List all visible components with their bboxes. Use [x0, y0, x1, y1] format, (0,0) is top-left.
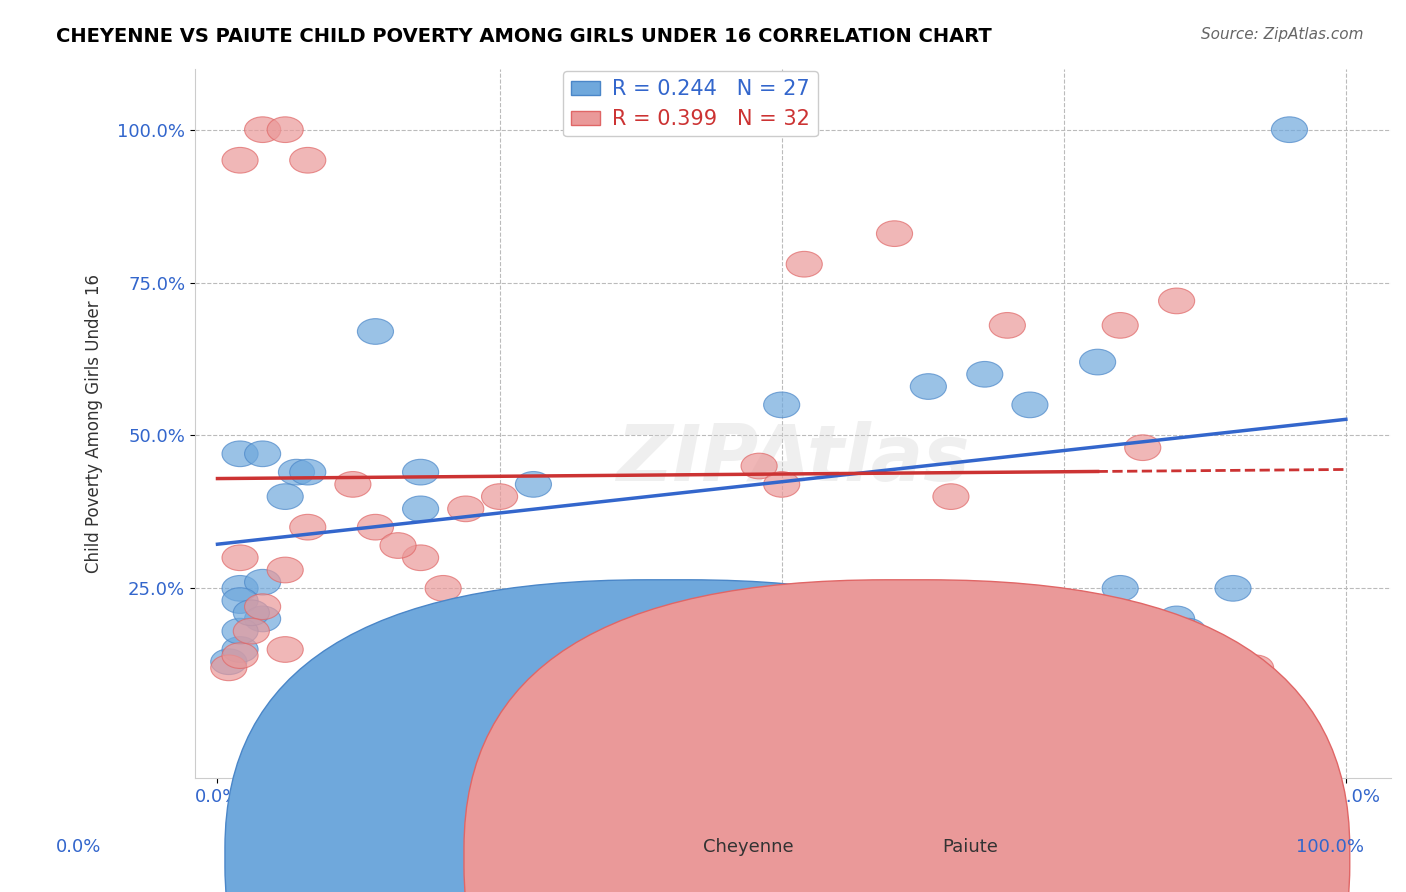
Text: 0.0%: 0.0% [56, 838, 101, 856]
Ellipse shape [335, 472, 371, 497]
Y-axis label: Child Poverty Among Girls Under 16: Child Poverty Among Girls Under 16 [86, 274, 103, 573]
Ellipse shape [932, 483, 969, 509]
Ellipse shape [245, 606, 281, 632]
Ellipse shape [1012, 392, 1047, 417]
Ellipse shape [245, 594, 281, 620]
Ellipse shape [402, 545, 439, 571]
Text: Paiute: Paiute [942, 838, 998, 856]
Ellipse shape [222, 637, 259, 663]
Ellipse shape [211, 648, 247, 674]
Ellipse shape [1215, 575, 1251, 601]
Ellipse shape [1125, 434, 1161, 460]
Ellipse shape [245, 117, 281, 143]
Ellipse shape [245, 569, 281, 595]
Ellipse shape [876, 221, 912, 246]
Ellipse shape [1237, 655, 1274, 681]
Ellipse shape [741, 453, 778, 479]
Ellipse shape [402, 459, 439, 485]
Ellipse shape [267, 117, 304, 143]
Ellipse shape [967, 361, 1002, 387]
Ellipse shape [516, 472, 551, 497]
Ellipse shape [1159, 606, 1195, 632]
Text: ZIPAtlas: ZIPAtlas [616, 421, 970, 497]
Text: Cheyenne: Cheyenne [703, 838, 793, 856]
Ellipse shape [290, 147, 326, 173]
Ellipse shape [211, 655, 247, 681]
Ellipse shape [267, 558, 304, 582]
Ellipse shape [786, 252, 823, 277]
Ellipse shape [357, 318, 394, 344]
Ellipse shape [910, 374, 946, 400]
Text: CHEYENNE VS PAIUTE CHILD POVERTY AMONG GIRLS UNDER 16 CORRELATION CHART: CHEYENNE VS PAIUTE CHILD POVERTY AMONG G… [56, 27, 993, 45]
Ellipse shape [763, 392, 800, 417]
Legend: R = 0.244   N = 27, R = 0.399   N = 32: R = 0.244 N = 27, R = 0.399 N = 32 [564, 71, 818, 136]
Ellipse shape [245, 441, 281, 467]
Ellipse shape [290, 459, 326, 485]
Ellipse shape [233, 618, 270, 644]
Ellipse shape [1102, 575, 1139, 601]
Ellipse shape [481, 483, 517, 509]
Ellipse shape [222, 545, 259, 571]
Ellipse shape [267, 483, 304, 509]
Ellipse shape [1215, 667, 1251, 693]
Text: 100.0%: 100.0% [1296, 838, 1364, 856]
Ellipse shape [312, 667, 349, 693]
Ellipse shape [222, 147, 259, 173]
Ellipse shape [1159, 288, 1195, 314]
Ellipse shape [1102, 312, 1139, 338]
Ellipse shape [357, 515, 394, 540]
Ellipse shape [447, 496, 484, 522]
Ellipse shape [267, 637, 304, 663]
Ellipse shape [233, 600, 270, 625]
Ellipse shape [1170, 618, 1206, 644]
Ellipse shape [222, 575, 259, 601]
Ellipse shape [380, 533, 416, 558]
Text: Source: ZipAtlas.com: Source: ZipAtlas.com [1201, 27, 1364, 42]
Ellipse shape [222, 588, 259, 614]
Ellipse shape [1271, 117, 1308, 143]
Ellipse shape [990, 312, 1025, 338]
Ellipse shape [278, 459, 315, 485]
Ellipse shape [763, 472, 800, 497]
Ellipse shape [222, 441, 259, 467]
Ellipse shape [402, 496, 439, 522]
Ellipse shape [1170, 680, 1206, 706]
Ellipse shape [425, 575, 461, 601]
Ellipse shape [222, 618, 259, 644]
Ellipse shape [1080, 350, 1116, 375]
Ellipse shape [290, 515, 326, 540]
Ellipse shape [222, 643, 259, 668]
